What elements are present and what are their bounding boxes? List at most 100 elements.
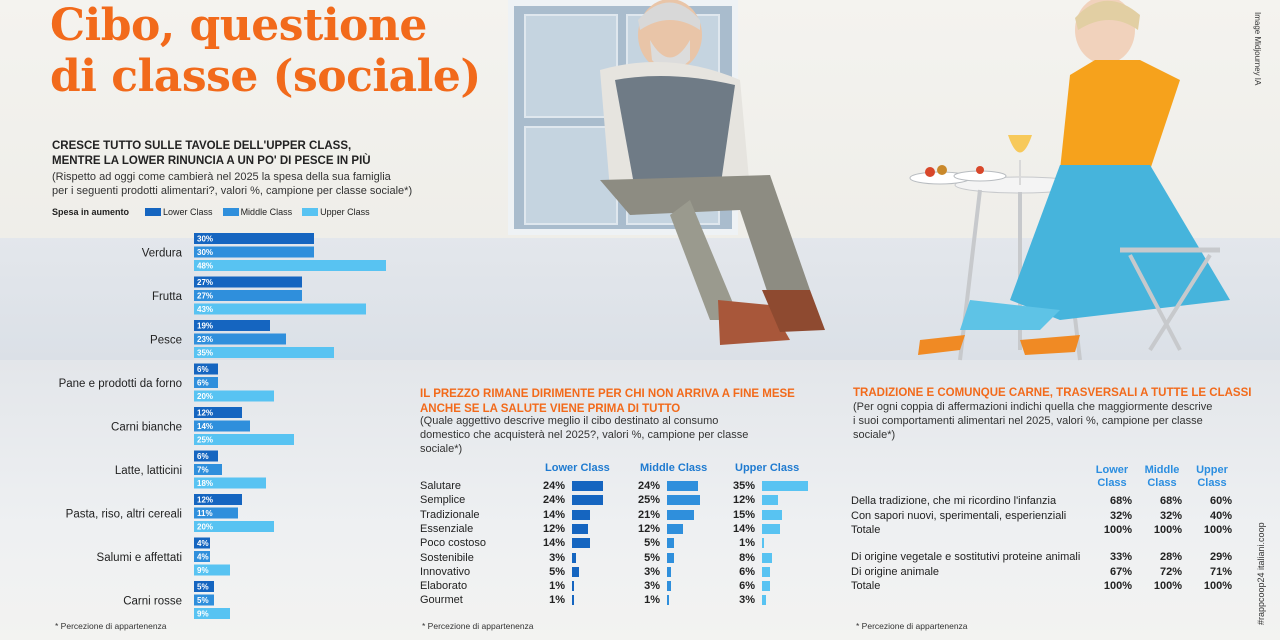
bar (194, 290, 302, 301)
column-header: Lower Class (1095, 464, 1129, 489)
image-credit: Image Midjourney IA (1253, 12, 1262, 86)
table-bar (572, 523, 588, 534)
table-bar (667, 595, 669, 606)
legend-label: Middle Class (240, 207, 293, 217)
bar-value-label: 27% (197, 278, 213, 287)
bar-value-label: 6% (197, 365, 209, 374)
bar-value-label: 23% (197, 335, 213, 344)
category-label: Latte, latticini (115, 465, 182, 477)
table-value: 12% (637, 522, 660, 535)
bar (194, 246, 314, 258)
bar (194, 233, 314, 244)
bar-value-label: 43% (197, 305, 213, 314)
category-label: Pane e prodotti da forno (59, 378, 182, 390)
row-label: Tradizionale (420, 508, 480, 521)
chart3-table: Lower Class Middle Class Upper Class Della tra… (850, 464, 1250, 604)
column-header: Upper Class (1196, 464, 1228, 489)
table-bar (762, 552, 773, 563)
chart2-heading: IL PREZZO RIMANE DIRIMENTE PER CHI NON A… (420, 387, 795, 417)
bar (194, 564, 230, 576)
table-value: 33% (1109, 551, 1132, 563)
bar (194, 507, 238, 519)
chart1-heading-line-2: MENTRE LA LOWER RINUNCIA A UN PO' DI PES… (52, 155, 371, 167)
bar-value-label: 9% (197, 566, 209, 575)
table-bar (762, 481, 808, 491)
bar (194, 434, 294, 445)
bar-value-label: 19% (197, 322, 213, 331)
table-value: 5% (644, 551, 660, 564)
chart1-note-line-2: per i seguenti prodotti alimentari?, val… (52, 185, 413, 197)
table-value: 5% (549, 565, 565, 578)
table-value: 1% (739, 537, 755, 550)
chart2-heading-line-2: ANCHE SE LA SALUTE VIENE PRIMA DI TUTTO (420, 403, 681, 415)
table-value: 35% (732, 480, 755, 492)
title-line-2: di classe (sociale) (50, 51, 481, 102)
bar-value-label: 12% (197, 496, 213, 505)
chart2-note-line-2: domestico che acquisterà nel 2025?, valo… (420, 429, 749, 441)
row-label: Innovativo (420, 565, 471, 578)
table-bar (667, 566, 671, 577)
table-value: 100% (1103, 580, 1132, 592)
table-value: 24% (637, 480, 660, 492)
bar-value-label: 4% (197, 539, 209, 548)
table-bar (667, 523, 683, 534)
category-label: Salumi e affettati (97, 552, 182, 564)
bar-value-label: 9% (197, 610, 209, 619)
table-bar (762, 495, 778, 506)
table-bar (572, 595, 574, 606)
bar-value-label: 7% (197, 466, 209, 475)
chart3-note-line-2: i suoi comportamenti alimentari nel 2025… (853, 415, 1203, 427)
bar-value-label: 30% (197, 235, 213, 244)
table-value: 14% (542, 508, 565, 521)
row-label: Della tradizione, che mi ricordino l'inf… (851, 495, 1057, 507)
table-bar (762, 538, 764, 549)
table-value: 8% (739, 551, 755, 564)
table-value: 72% (1159, 565, 1182, 578)
table-value: 21% (637, 508, 660, 521)
table-value: 67% (1109, 565, 1132, 578)
column-header: Upper Class (735, 462, 800, 474)
row-label: Di origine vegetale e sostitutivi protei… (851, 551, 1081, 563)
chart2-heading-line-1: IL PREZZO RIMANE DIRIMENTE PER CHI NON A… (420, 388, 795, 400)
table-value: 32% (1109, 509, 1132, 522)
table-value: 100% (1153, 524, 1182, 536)
chart1-footnote: * Percezione di appartenenza (55, 621, 167, 631)
legend-label: Lower Class (163, 207, 213, 217)
column-header: Middle Class (640, 462, 708, 474)
table-value: 14% (542, 537, 565, 550)
bar (194, 450, 218, 462)
row-label: Gourmet (420, 594, 463, 607)
table-bar (667, 581, 671, 592)
bar (194, 260, 386, 271)
table-value: 3% (549, 551, 565, 564)
chart2-table: Lower Class Middle Class Upper Class Saluta… (420, 460, 820, 610)
table-value: 71% (1209, 565, 1232, 578)
table-value: 29% (1209, 551, 1232, 563)
chart3-note-line-3: sociale*) (853, 429, 896, 441)
bar-value-label: 20% (197, 523, 213, 532)
bar-value-label: 30% (197, 248, 213, 257)
table-bar (762, 566, 770, 577)
scene-illustration (600, 0, 1230, 361)
title-line-1: Cibo, questione (50, 0, 427, 51)
bar (194, 537, 210, 549)
table-value: 3% (644, 565, 660, 578)
table-value: 24% (542, 480, 565, 492)
row-label: Elaborato (420, 580, 468, 593)
table-value: 24% (542, 494, 565, 507)
table-value: 32% (1159, 509, 1182, 522)
column-header: Middle Class (1144, 464, 1180, 489)
chart3-note-line-1: (Per ogni coppia di affermazioni indichi… (853, 401, 1213, 413)
bar-value-label: 48% (197, 262, 213, 271)
bar (194, 581, 214, 592)
bar (194, 521, 274, 532)
bar-value-label: 6% (197, 452, 209, 461)
chart1-note: (Rispetto ad oggi come cambierà nel 2025… (52, 170, 412, 198)
bar (194, 320, 270, 331)
table-bar (762, 581, 770, 592)
table-value: 100% (1203, 580, 1232, 592)
row-label: Salutare (420, 480, 461, 492)
table-bar (572, 552, 576, 563)
category-label: Carni rosse (123, 596, 182, 608)
row-label: Totale (851, 524, 881, 536)
